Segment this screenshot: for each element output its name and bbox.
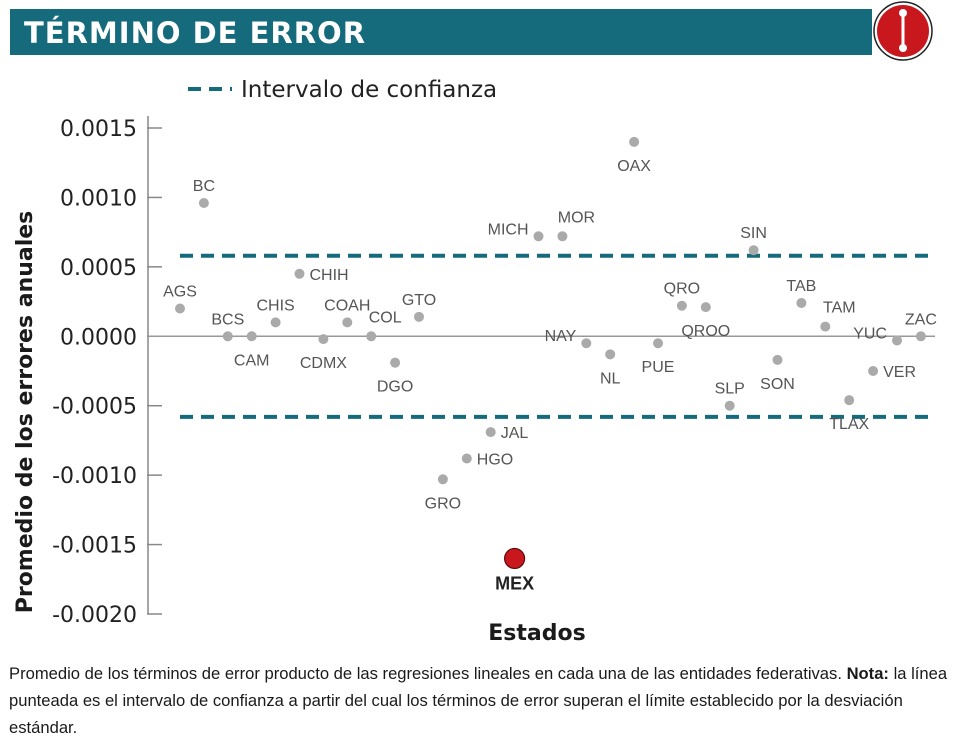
page-title: TÉRMINO DE ERROR xyxy=(24,16,367,50)
data-point-tlax xyxy=(844,395,855,406)
data-point-ver xyxy=(868,366,879,376)
y-tick-label: 0.0010 xyxy=(60,186,137,211)
y-tick-label: -0.0010 xyxy=(52,464,137,489)
point-label-col: COL xyxy=(369,309,402,326)
scatter-chart: Intervalo de confianza 0.0015 0.0010 0.000… xyxy=(13,77,937,646)
data-point-oax xyxy=(629,136,640,147)
point-label-chis: CHIS xyxy=(256,297,294,314)
exclamation-icon xyxy=(872,0,934,62)
data-point-gto xyxy=(414,311,424,322)
caption-note-text: la línea punteada es el intervalo de con… xyxy=(9,664,948,737)
data-point-mich xyxy=(533,231,544,242)
data-point-col xyxy=(366,331,377,342)
data-point-chis xyxy=(270,317,281,328)
data-point-cdmx xyxy=(318,334,329,345)
caption-note-label: Nota: xyxy=(846,664,889,683)
point-label-gro: GRO xyxy=(425,495,461,512)
y-tick-label: -0.0015 xyxy=(52,534,137,559)
point-label-tab: TAB xyxy=(786,278,816,295)
point-label-qro: QRO xyxy=(664,281,700,298)
point-label-slp: SLP xyxy=(715,381,745,398)
point-label-mex: MEX xyxy=(495,573,534,593)
point-label-tam: TAM xyxy=(823,300,856,317)
point-label-bc: BC xyxy=(193,178,215,195)
point-label-cdmx: CDMX xyxy=(300,355,347,372)
figure-caption: Promedio de los términos de error produc… xyxy=(9,660,959,741)
header-bar: TÉRMINO DE ERROR xyxy=(10,9,872,55)
data-point-cam xyxy=(246,331,257,342)
point-label-chih: CHIH xyxy=(310,267,349,284)
point-label-ver: VER xyxy=(883,364,916,381)
point-label-yuc: YUC xyxy=(853,325,887,342)
point-label-nl: NL xyxy=(600,370,621,387)
data-point-coah xyxy=(342,317,353,328)
point-label-qroo: QROO xyxy=(681,323,730,340)
data-point-yuc xyxy=(892,335,902,346)
y-tick-label: 0.0015 xyxy=(60,117,137,142)
point-label-cam: CAM xyxy=(234,352,270,369)
x-axis-title: Estados xyxy=(488,621,585,646)
point-label-son: SON xyxy=(760,376,795,393)
chart-legend: Intervalo de confianza xyxy=(188,77,497,103)
data-point-dgo xyxy=(390,357,401,368)
y-tick-label: 0.0000 xyxy=(60,325,137,350)
y-axis-title: Promedio de los errores anuales xyxy=(13,211,38,614)
data-point-chih xyxy=(294,268,305,279)
data-point-mex xyxy=(503,547,526,570)
point-label-dgo: DGO xyxy=(377,379,413,396)
data-point-pue xyxy=(653,338,663,349)
point-label-hgo: HGO xyxy=(477,451,513,468)
point-label-sin: SIN xyxy=(740,225,767,242)
data-point-son xyxy=(772,354,783,365)
data-point-sin xyxy=(748,245,759,256)
y-tick-label: -0.0005 xyxy=(52,395,137,420)
y-tick-label: 0.0005 xyxy=(60,256,137,281)
data-point-gro xyxy=(437,474,448,485)
point-label-mich: MICH xyxy=(488,221,529,238)
point-label-pue: PUE xyxy=(642,359,675,376)
data-point-tam xyxy=(820,321,831,332)
point-label-oax: OAX xyxy=(617,158,651,175)
data-points xyxy=(175,136,926,570)
point-label-gto: GTO xyxy=(402,292,436,309)
data-point-bc xyxy=(198,197,209,208)
point-label-ags: AGS xyxy=(163,284,197,301)
legend-label: Intervalo de confianza xyxy=(241,77,497,103)
reference-lines xyxy=(148,253,935,419)
y-tick-label: -0.0020 xyxy=(52,603,137,628)
data-point-zac xyxy=(915,331,926,342)
data-point-tab xyxy=(796,297,807,308)
caption-text: Promedio de los términos de error produc… xyxy=(9,664,847,683)
point-label-coah: COAH xyxy=(324,297,370,314)
data-point-ags xyxy=(175,303,185,314)
data-point-nay xyxy=(581,338,592,349)
data-point-mor xyxy=(557,231,568,242)
axes: 0.0015 0.0010 0.0005 0.0000 -0.0005 -0.0010 -0… xyxy=(52,116,162,628)
point-label-tlax: TLAX xyxy=(829,416,869,433)
data-point-qro xyxy=(676,300,687,311)
data-point-qroo xyxy=(700,302,711,313)
data-point-slp xyxy=(724,400,735,411)
point-label-bcs: BCS xyxy=(211,311,244,328)
data-point-bcs xyxy=(222,331,233,342)
point-label-nay: NAY xyxy=(545,328,577,345)
data-point-nl xyxy=(605,349,616,360)
data-point-hgo xyxy=(461,453,472,464)
point-label-zac: ZAC xyxy=(905,311,937,328)
point-label-mor: MOR xyxy=(558,209,595,226)
point-label-jal: JAL xyxy=(501,425,529,442)
data-point-jal xyxy=(485,427,496,438)
